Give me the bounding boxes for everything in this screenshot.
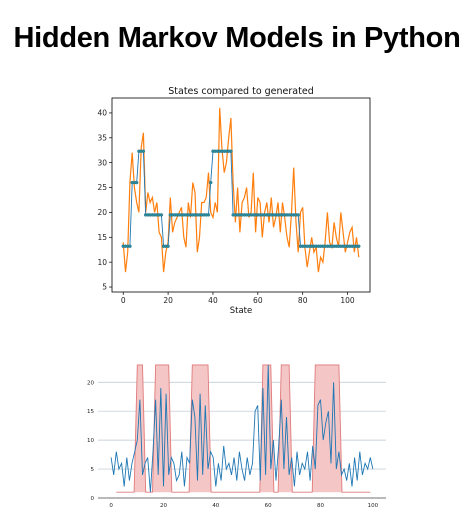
state-point bbox=[229, 149, 233, 153]
state-point bbox=[166, 244, 170, 248]
y-tick-label: 25 bbox=[97, 183, 107, 192]
y-tick-label: 10 bbox=[87, 438, 94, 444]
x-tick-label: 60 bbox=[253, 296, 263, 305]
regime-shade bbox=[134, 364, 146, 493]
x-tick-label: 100 bbox=[340, 296, 355, 305]
y-tick-label: 5 bbox=[102, 283, 107, 292]
state-point bbox=[128, 244, 132, 248]
generated-series-line bbox=[122, 107, 360, 273]
x-tick-label: 0 bbox=[109, 503, 113, 509]
x-axis-label: State bbox=[230, 306, 253, 316]
y-tick-label: 10 bbox=[97, 258, 107, 267]
x-tick-label: 80 bbox=[298, 296, 308, 305]
x-tick-label: 40 bbox=[208, 296, 218, 305]
state-point bbox=[296, 213, 300, 217]
regime-step-line bbox=[116, 364, 371, 493]
x-tick-label: 80 bbox=[317, 503, 324, 509]
x-tick-label: 0 bbox=[121, 296, 126, 305]
state-point bbox=[134, 180, 139, 185]
x-tick-label: 40 bbox=[212, 503, 219, 509]
x-tick-label: 60 bbox=[265, 503, 272, 509]
x-tick-label: 20 bbox=[163, 296, 173, 305]
regime-shade bbox=[189, 364, 212, 493]
x-tick-label: 20 bbox=[160, 503, 167, 509]
regime-shade bbox=[278, 364, 293, 493]
y-tick-label: 20 bbox=[97, 208, 107, 217]
page-title: Hidden Markov Models in Python bbox=[13, 22, 461, 54]
y-tick-label: 35 bbox=[97, 133, 107, 142]
x-tick-label: 100 bbox=[368, 503, 379, 509]
y-tick-label: 5 bbox=[91, 467, 95, 473]
state-point bbox=[209, 180, 213, 185]
state-point bbox=[206, 213, 211, 217]
observations-series-line bbox=[110, 364, 374, 493]
y-tick-label: 0 bbox=[91, 496, 95, 502]
y-tick-label: 30 bbox=[97, 158, 107, 167]
y-tick-label: 15 bbox=[87, 409, 94, 415]
state-point bbox=[159, 213, 164, 217]
y-tick-label: 20 bbox=[87, 380, 94, 386]
state-point bbox=[141, 149, 146, 153]
y-tick-label: 40 bbox=[97, 109, 107, 118]
y-tick-label: 15 bbox=[97, 233, 107, 242]
chart-title: States compared to generated bbox=[168, 86, 313, 97]
plot-frame bbox=[111, 97, 371, 293]
regime-shade bbox=[312, 364, 342, 493]
state-point bbox=[357, 244, 361, 248]
